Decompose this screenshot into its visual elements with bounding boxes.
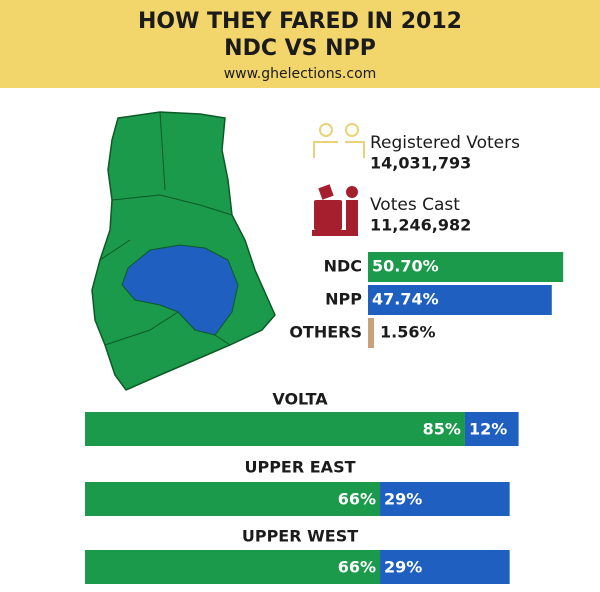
stat-label: Votes Cast — [370, 195, 460, 215]
value-label: 50.70% — [372, 257, 439, 276]
value-label: 66% — [338, 558, 376, 577]
value-label: 66% — [338, 490, 376, 509]
title-line: NDC VS NPP — [224, 36, 376, 61]
region-label: UPPER WEST — [242, 527, 358, 546]
value-label: 29% — [384, 490, 422, 509]
bar-segment — [85, 550, 381, 584]
voters-icon — [313, 123, 365, 158]
bar — [368, 318, 375, 348]
value-label: 12% — [469, 420, 507, 439]
bar-segment — [464, 412, 519, 446]
bar — [368, 285, 552, 315]
stat-value: 11,246,982 — [370, 216, 471, 235]
stat-label: Registered Voters — [370, 133, 520, 153]
bar-segment — [380, 482, 510, 516]
votes-icon — [312, 184, 358, 236]
header-band — [0, 0, 600, 88]
value-label: 85% — [423, 420, 461, 439]
bar-segment — [380, 550, 510, 584]
source: www.ghelections.com — [224, 66, 377, 82]
bar — [368, 252, 564, 282]
region-label: VOLTA — [272, 390, 328, 409]
region-label: UPPER EAST — [244, 458, 355, 477]
value-label: 29% — [384, 558, 422, 577]
value-label: 47.74% — [372, 290, 439, 309]
category-label: OTHERS — [289, 323, 362, 342]
value-label: 1.56% — [380, 323, 436, 342]
category-label: NDC — [324, 257, 362, 276]
bar-segment — [85, 412, 465, 446]
ghana-map — [91, 111, 276, 391]
stat-value: 14,031,793 — [370, 154, 471, 173]
category-label: NPP — [325, 290, 362, 309]
title-line: HOW THEY FARED IN 2012 — [138, 9, 462, 34]
bar-segment — [85, 482, 381, 516]
